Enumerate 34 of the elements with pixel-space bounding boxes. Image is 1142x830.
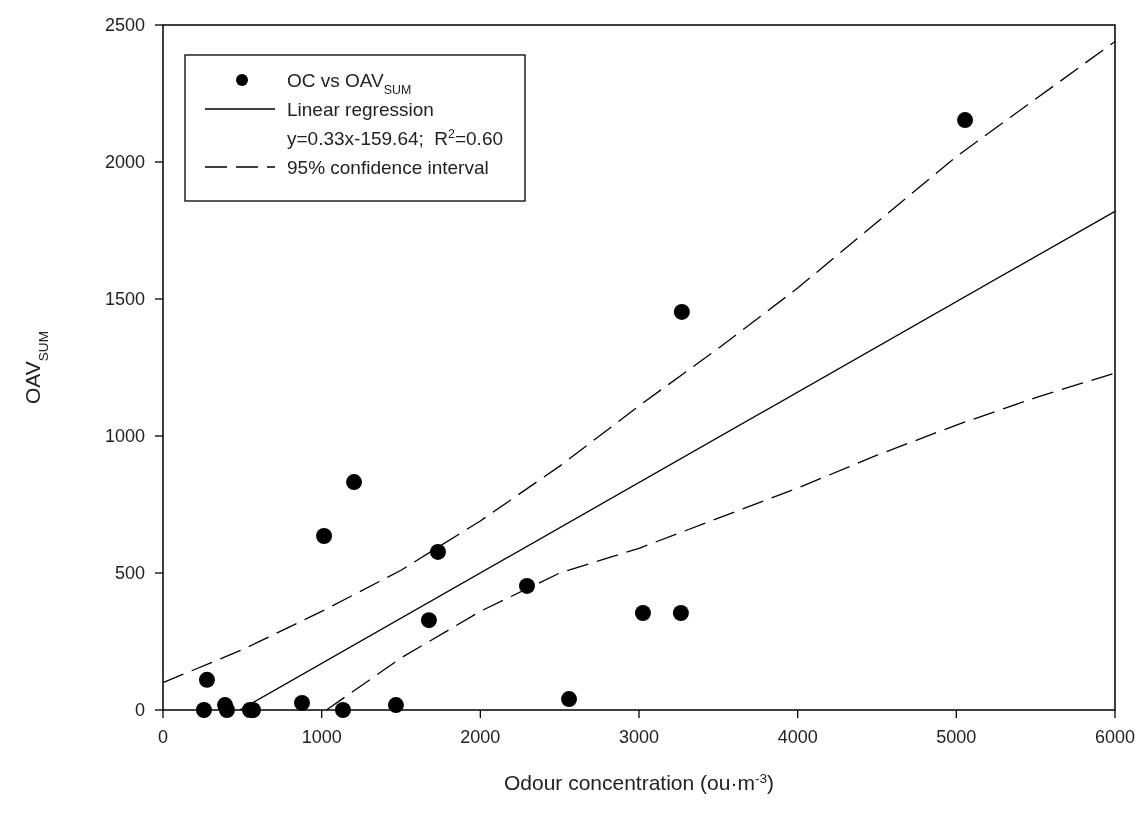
point [420, 612, 437, 629]
point [518, 577, 535, 594]
point [634, 605, 651, 621]
point [218, 702, 235, 718]
point [561, 691, 578, 708]
x-tick-label: 2000 [460, 727, 501, 747]
y-tick-label: 2500 [104, 15, 145, 35]
legend-label: OC vs OAV$_{SUM}$ [287, 70, 412, 97]
annotation: y=0.33x-159.64; R$^{2}$=0.60 [287, 127, 504, 149]
x-axis-title: Odour concentration (ou·m$^{-3}$) [503, 770, 775, 794]
point [293, 694, 310, 711]
point [673, 303, 690, 320]
legend-label: 95% confidence interval [287, 157, 489, 178]
point [334, 702, 351, 718]
y-tick-label: 1500 [104, 289, 145, 309]
y-tick-label: 1000 [104, 426, 145, 446]
point [316, 528, 333, 545]
point [429, 543, 446, 560]
legend-label: Linear regression [287, 99, 434, 120]
point [672, 605, 689, 621]
y-tick-label: 2000 [104, 152, 145, 172]
x-tick-label: 6000 [1094, 727, 1136, 747]
x-tick-label: 1000 [301, 727, 342, 747]
x-tick-label: 3000 [618, 727, 660, 747]
x-tick-label: 4000 [777, 727, 818, 747]
x-tick-label: 5000 [936, 727, 977, 747]
y-tick-label: 0 [134, 700, 145, 720]
point [387, 697, 404, 714]
y-tick-label: 500 [114, 563, 145, 583]
point [957, 112, 974, 129]
point [346, 474, 363, 491]
point [198, 671, 215, 688]
point [195, 702, 212, 718]
x-tick-label: 0 [157, 727, 169, 747]
